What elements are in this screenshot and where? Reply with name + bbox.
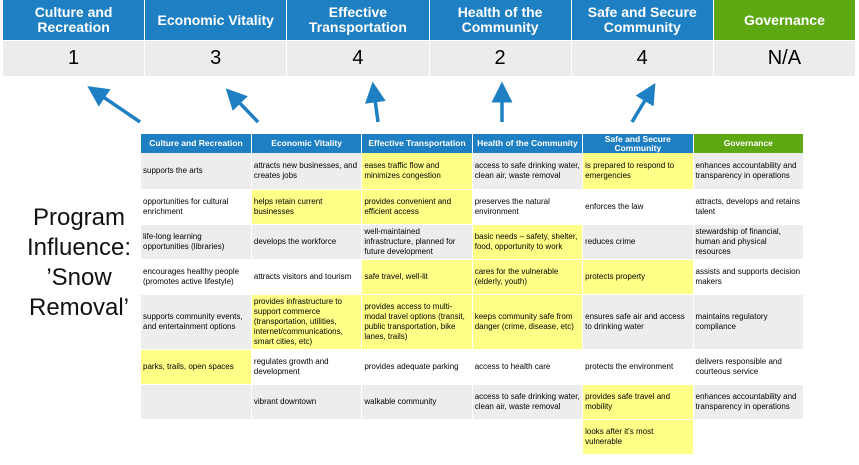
table-cell: attracts new businesses, and creates job… [251,153,363,190]
table-cell: ensures safe air and access to drinking … [582,294,694,350]
summary-value: 4 [287,40,430,76]
table-cell: is prepared to respond to emergencies [582,153,694,190]
table-cell: well-maintained infrastructure, planned … [361,224,473,260]
table-cell: delivers responsible and courteous servi… [693,349,805,385]
table-cell: life-long learning opportunities (librar… [141,224,252,260]
summary-header: Governance [713,0,856,40]
column-header: Culture and Recreation [141,134,252,153]
table-cell: eases traffic flow and minimizes congest… [361,153,473,190]
column-header: Governance [693,134,805,153]
table-cell: parks, trails, open spaces [141,349,252,385]
summary-header: Culture and Recreation [3,0,146,40]
column-header: Safe and Secure Community [582,134,694,153]
arrow-icon [364,81,386,123]
table-cell: assists and supports decision makers [693,259,805,295]
table-cell: looks after it's most vulnerable [582,419,694,455]
summary-value: N/A [713,40,856,76]
summary-grid: Culture and Recreation Economic Vitality E… [3,0,856,76]
program-influence-label: Program Influence: ’Snow Removal’ [26,204,132,321]
table-cell: vibrant downtown [251,384,363,420]
table-cell: keeps community safe from danger (crime,… [472,294,584,350]
summary-header: Safe and Secure Community [571,0,714,40]
table-cell: helps retain current businesses [251,189,363,225]
summary-header: Economic Vitality [145,0,288,40]
table-cell: develops the workforce [251,224,363,260]
summary-value: 1 [3,40,146,76]
column-header: Effective Transportation [361,134,473,153]
table-cell: enforces the law [582,189,694,225]
table-row: looks after it's most vulnerable [141,419,805,455]
table-cell [472,419,584,455]
table-cell [251,419,363,455]
table-cell: access to safe drinking water, clean air… [472,153,584,190]
table-cell: safe travel, well-lit [361,259,473,295]
table-cell: basic needs – safety, shelter, food, opp… [472,224,584,260]
table-cell [141,384,252,420]
summary-value: 3 [145,40,288,76]
table-cell: access to safe drinking water, clean air… [472,384,584,420]
arrow-icon [225,88,260,124]
table-cell: walkable community [361,384,473,420]
table-row: encourages healthy people (promotes acti… [141,259,805,295]
table-cell: maintains regulatory compliance [693,294,805,350]
table-row: parks, trails, open spaces regulates grow… [141,349,805,385]
table-cell: encourages healthy people (promotes acti… [141,259,252,295]
table-cell: preserves the natural environment [472,189,584,225]
table-cell: attracts, develops and retains talent [693,189,805,225]
table-cell [141,419,252,455]
summary-header: Health of the Community [429,0,572,40]
table-cell: access to health care [472,349,584,385]
table-cell: provides convenient and efficient access [361,189,473,225]
column-header: Health of the Community [472,134,584,153]
table-row: supports the arts attracts new businesses… [141,153,805,190]
table-cell: provides safe travel and mobility [582,384,694,420]
table-cell: opportunities for cultural enrichment [141,189,252,225]
table-row: opportunities for cultural enrichment hel… [141,189,805,225]
table-cell: enhances accountability and transparency… [693,153,805,190]
arrow-icon [630,82,656,123]
table-cell: provides access to multi-modal travel op… [361,294,473,350]
summary-value: 4 [571,40,714,76]
table-cell: provides infrastructure to support comme… [251,294,363,350]
table-cell [693,419,805,455]
table-row: life-long learning opportunities (librar… [141,224,805,260]
table-cell: reduces crime [582,224,694,260]
table-cell: attracts visitors and tourism [251,259,363,295]
table-row: supports community events, and entertain… [141,294,805,350]
table-cell: stewardship of financial, human and phys… [693,224,805,260]
influence-table: Culture and Recreation Economic Vitality E… [141,134,805,455]
table-cell: cares for the vulnerable (elderly, youth… [472,259,584,295]
column-header: Economic Vitality [251,134,363,153]
arrows [87,81,656,124]
summary-value: 2 [429,40,572,76]
table-cell: regulates growth and development [251,349,363,385]
table-cell [361,419,473,455]
arrow-icon [87,86,141,124]
table-cell: protects the environment [582,349,694,385]
table-cell: supports community events, and entertain… [141,294,252,350]
table-cell: provides adequate parking [361,349,473,385]
table-cell: enhances accountability and transparency… [693,384,805,420]
summary-header: Effective Transportation [287,0,430,40]
table-row: vibrant downtown walkable community access… [141,384,805,420]
table-cell: protects property [582,259,694,295]
table-cell: supports the arts [141,153,252,190]
